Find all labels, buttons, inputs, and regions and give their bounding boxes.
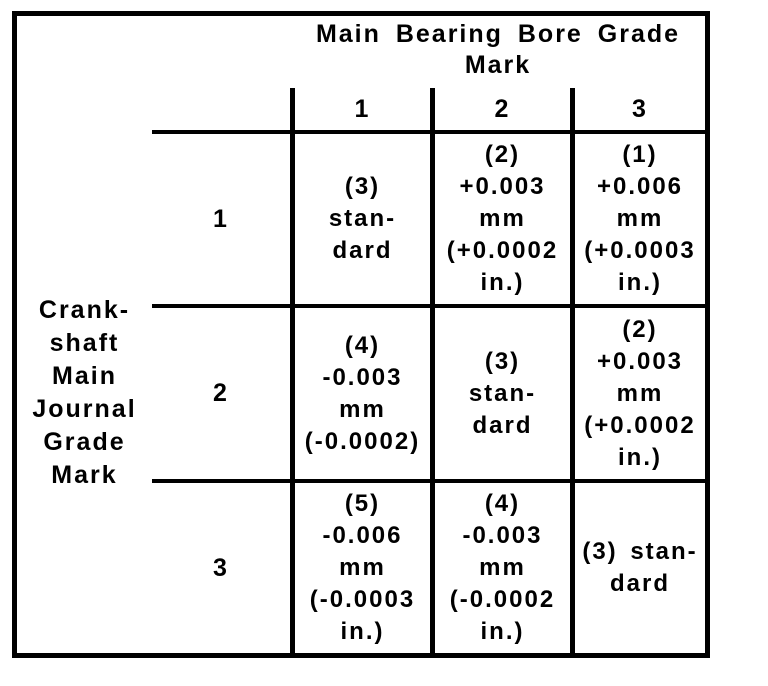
row-header-1: 1: [213, 204, 229, 233]
cell-row1-col1: (3) stan- dard: [328, 173, 397, 264]
column-header-2: 2: [494, 94, 511, 123]
row-group-title: Crank- shaft Main Journal Grade Mark: [32, 296, 137, 489]
cell-row1-col2: (2) +0.003 mm (+0.0002 in.): [446, 141, 559, 296]
cell-row3-col2: (4) -0.003 mm (-0.0002 in.): [449, 490, 556, 645]
grid-vline-3: [570, 88, 575, 653]
grid-hline-under-column-headers: [152, 130, 705, 134]
grid-hline-row2-row3: [152, 479, 705, 483]
cell-row3-col1: (5) -0.006 mm (-0.0003 in.): [309, 490, 416, 645]
row-header-2: 2: [213, 379, 229, 407]
cell-row3-col3: (3) stan- dard: [582, 538, 698, 597]
cell-row2-col2: (3) stan- dard: [468, 347, 537, 439]
column-header-1: 1: [354, 94, 371, 123]
cell-row2-col3: (2) +0.003 mm (+0.0002 in.): [584, 315, 696, 471]
grid-hline-row1-row2: [152, 304, 705, 308]
grid-vline-2: [430, 88, 435, 653]
grid-vline-1: [290, 88, 295, 653]
cell-row2-col1: (4) -0.003 mm (-0.0002): [304, 331, 421, 455]
cell-row1-col3: (1) +0.006 mm (+0.0003 in.): [584, 141, 696, 296]
column-group-title: Main Bearing Bore Grade Mark: [315, 20, 681, 79]
column-header-3: 3: [632, 94, 648, 123]
row-header-3: 3: [213, 553, 229, 582]
table-outer-border: [12, 11, 710, 658]
